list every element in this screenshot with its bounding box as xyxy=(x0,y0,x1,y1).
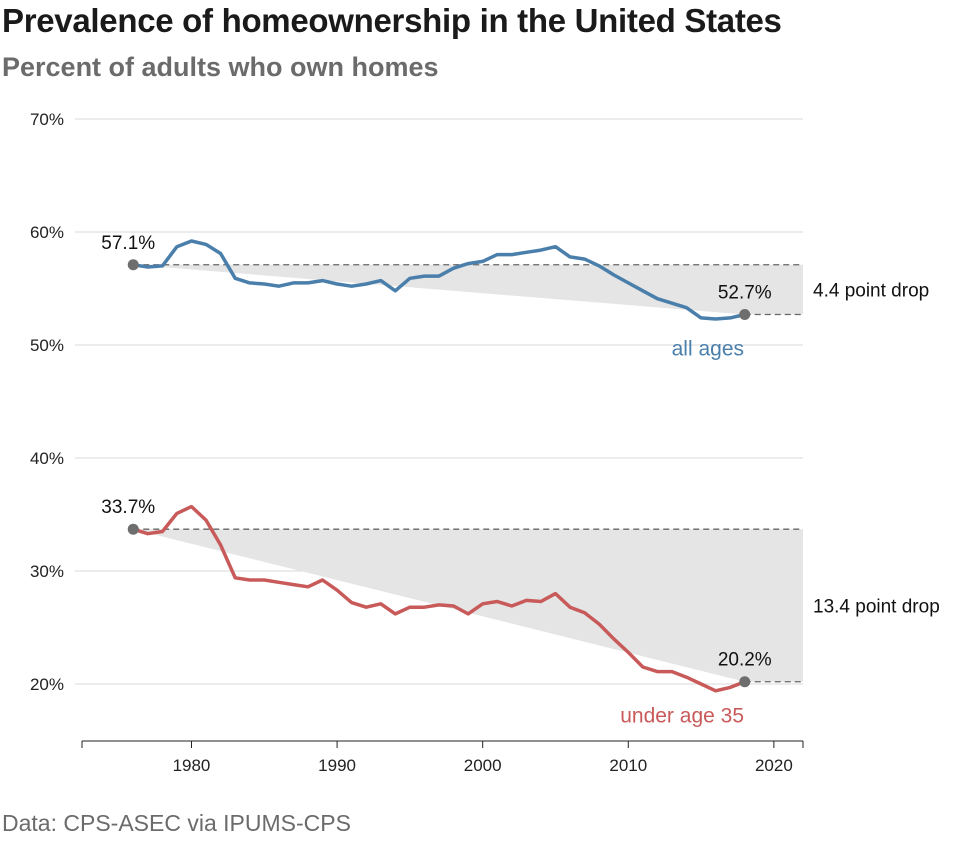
annotation-labels: 57.1% 52.7% 4.4 point drop 33.7% 20.2% 13.4 p… xyxy=(101,233,939,728)
series-name-label-1: under age 35 xyxy=(620,705,744,728)
drop-shade-1 xyxy=(133,529,804,682)
x-axis: 1980 1990 2000 2010 2020 xyxy=(81,740,804,775)
drop-shading xyxy=(133,264,804,682)
x-tick-label-2010: 2010 xyxy=(609,756,647,775)
x-tick-label-1980: 1980 xyxy=(173,756,211,775)
y-tick-label-70: 70% xyxy=(30,110,64,129)
source-note: Data: CPS-ASEC via IPUMS-CPS xyxy=(2,810,351,836)
end-value-label-1: 20.2% xyxy=(718,650,772,671)
y-axis: 20% 30% 40% 50% 60% 70% xyxy=(30,110,64,694)
endpoint-markers xyxy=(127,259,751,688)
start-value-label-0: 57.1% xyxy=(101,233,155,254)
y-tick-label-60: 60% xyxy=(30,223,64,242)
y-tick-label-50: 50% xyxy=(30,336,64,355)
x-tick-label-2000: 2000 xyxy=(464,756,502,775)
x-tick-label-2020: 2020 xyxy=(755,756,793,775)
y-tick-label-20: 20% xyxy=(30,675,64,694)
start-value-label-1: 33.7% xyxy=(101,497,155,518)
series-lines xyxy=(131,239,747,693)
series-name-label-0: all ages xyxy=(672,337,744,360)
y-tick-label-40: 40% xyxy=(30,449,64,468)
drop-label-0: 4.4 point drop xyxy=(813,281,929,302)
chart-title: Prevalence of homeownership in the Unite… xyxy=(2,2,782,39)
line-chart: 57.1% 52.7% 4.4 point drop 33.7% 20.2% 13.4 p… xyxy=(30,110,940,775)
y-tick-label-30: 30% xyxy=(30,562,64,581)
end-dot-1 xyxy=(739,676,751,688)
drop-shade-0 xyxy=(133,264,804,315)
chart-subtitle: Percent of adults who own homes xyxy=(2,52,439,82)
end-value-label-0: 52.7% xyxy=(718,282,772,303)
series-line-0 xyxy=(131,239,747,321)
gridlines xyxy=(75,118,803,685)
drop-label-1: 13.4 point drop xyxy=(813,596,940,617)
x-tick-label-1990: 1990 xyxy=(318,756,356,775)
start-dot-0 xyxy=(127,259,139,271)
start-dot-1 xyxy=(127,523,139,535)
series-line-1 xyxy=(131,504,747,693)
end-dot-0 xyxy=(739,308,751,320)
